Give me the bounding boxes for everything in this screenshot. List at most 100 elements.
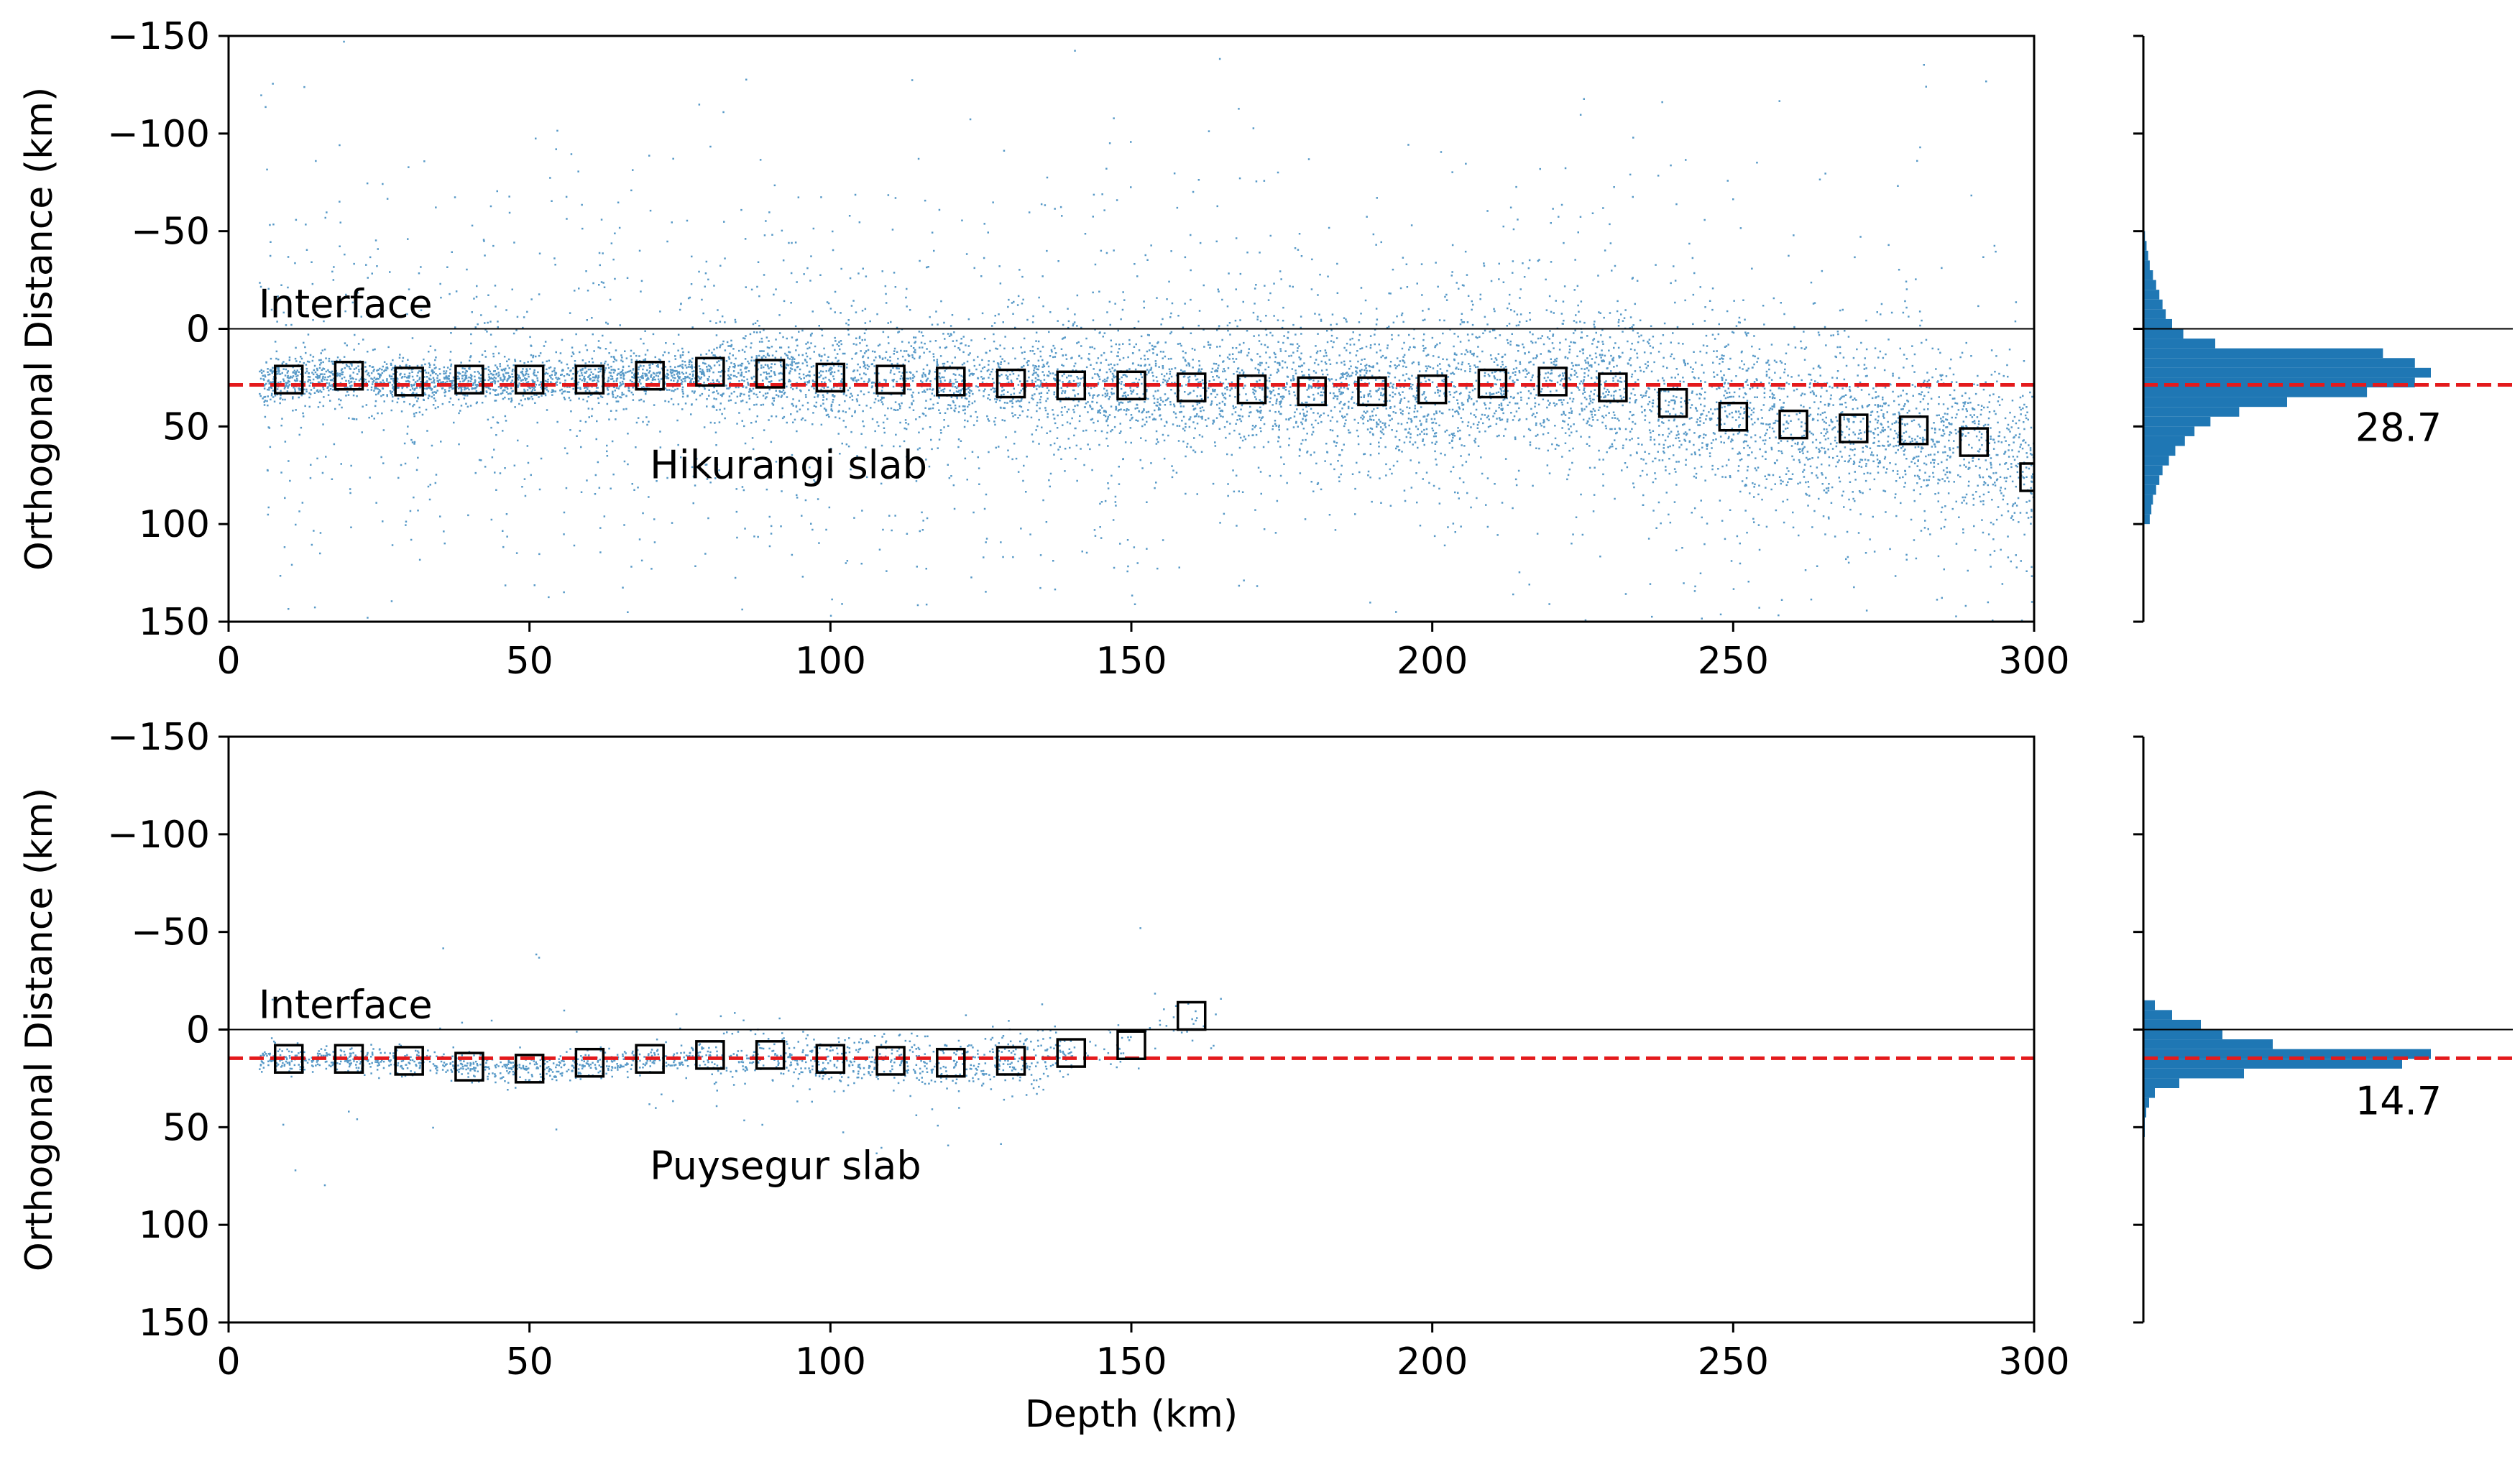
histogram-bar [2143, 436, 2185, 446]
bin-marker [1598, 372, 1628, 402]
x-tick-label: 250 [1698, 640, 1769, 683]
y-axis: −150 −100 −50 0 50 100 150 [107, 716, 229, 1345]
bin-marker [936, 367, 966, 397]
x-tick-label: 0 [216, 1340, 240, 1384]
bin-marker [815, 1044, 846, 1074]
bin-marker [1657, 387, 1688, 418]
histogram-bar [2143, 299, 2163, 310]
x-tick-label: 200 [1397, 1340, 1468, 1384]
histogram-bar [2143, 339, 2215, 349]
bin-marker [695, 1040, 725, 1070]
bin-marker [1236, 374, 1267, 405]
interface-label: Interface [259, 982, 433, 1028]
bin-marker [1056, 1038, 1087, 1068]
bin-marker [755, 1040, 786, 1070]
histogram-bar [2143, 270, 2153, 280]
bin-marker [936, 1047, 966, 1078]
y-tick-label: 150 [139, 1302, 210, 1345]
y-tick-label: −50 [131, 911, 210, 954]
histogram-bar [2143, 1059, 2402, 1069]
bin-marker [514, 1054, 545, 1084]
bin-marker [2019, 462, 2034, 492]
histogram-bar [2143, 505, 2152, 515]
x-tick-label: 50 [506, 1340, 553, 1384]
bin-marker [273, 1044, 304, 1074]
y-tick-label: 50 [162, 1106, 210, 1149]
bin-marker [574, 364, 605, 395]
mean-value-label: 14.7 [2355, 1078, 2442, 1123]
y-axis-label: Orthogonal Distance (km) [18, 87, 61, 571]
histogram-bar [2143, 1088, 2155, 1098]
bin-marker [995, 1046, 1026, 1076]
puysegur-panel: 0 50 100 150 200 250 300 −150−100−50050100150 … [18, 716, 2513, 1436]
histogram-bar [2143, 456, 2169, 466]
histogram-bar [2143, 348, 2383, 359]
histogram-bar [2143, 260, 2150, 270]
bin-marker [1537, 367, 1568, 397]
y-tick-label: 0 [186, 308, 210, 351]
bin-marker [1959, 427, 1990, 457]
histogram-bar [2143, 426, 2195, 436]
bin-marker [334, 1044, 364, 1074]
histogram-bar [2143, 241, 2147, 251]
histogram-ticks [2133, 34, 2143, 623]
histogram-bar [2143, 484, 2156, 495]
histogram-bar [2143, 1029, 2222, 1040]
slab-label: Hikurangi slab [650, 443, 927, 488]
bin-marker [273, 364, 304, 395]
y-tick-label: −150 [107, 716, 210, 759]
x-tick-label: 300 [1998, 1340, 2069, 1384]
histogram-bar [2143, 407, 2240, 417]
hikurangi-panel: 0 50 100 150 200 250 300 −150−100−50050100150 … [18, 15, 2513, 683]
x-tick-label: 250 [1698, 1340, 1769, 1384]
x-tick-label: 150 [1095, 640, 1167, 683]
histogram [2143, 1000, 2431, 1137]
histogram-ticks [2133, 735, 2143, 1324]
bin-marker [1357, 376, 1387, 407]
y-axis-label: Orthogonal Distance (km) [18, 788, 61, 1271]
bin-marker [1839, 413, 1869, 443]
bin-marker [1417, 374, 1448, 405]
bin-marker [755, 359, 786, 389]
bin-marker [394, 367, 424, 397]
binned-markers [273, 1000, 1207, 1084]
histogram-bar [2143, 1010, 2172, 1020]
x-tick-label: 150 [1095, 1340, 1167, 1384]
histogram-bar [2143, 309, 2166, 319]
x-tick-label: 100 [795, 1340, 866, 1384]
x-axis: 0 50 100 150 200 250 300 [216, 1322, 2070, 1384]
histogram-bar [2143, 1049, 2431, 1059]
y-tick-label: 100 [139, 1204, 210, 1247]
bin-marker [574, 1047, 605, 1078]
histogram-bar [2143, 1000, 2155, 1011]
bin-marker [1778, 409, 1808, 440]
slab-label: Puysegur slab [650, 1143, 921, 1189]
histogram-bar [2143, 475, 2160, 485]
histogram-bar [2143, 446, 2176, 456]
histogram-bar [2143, 250, 2148, 261]
x-axis: 0 50 100 150 200 250 300 [216, 622, 2070, 683]
histogram-bar [2143, 290, 2160, 300]
histogram-bar [2143, 280, 2156, 290]
y-tick-label: −100 [107, 814, 210, 857]
bin-marker [1116, 1030, 1146, 1060]
bin-marker [1477, 368, 1508, 399]
x-tick-label: 200 [1397, 640, 1468, 683]
y-axis: −150 −100 −50 0 50 100 150 [107, 15, 229, 644]
bin-marker [514, 364, 545, 395]
bin-marker [1176, 1000, 1207, 1031]
bin-marker [1297, 376, 1327, 407]
histogram-bar [2143, 328, 2184, 339]
mean-value-label: 28.7 [2355, 405, 2442, 450]
histogram [2143, 231, 2431, 525]
y-tick-label: 50 [162, 405, 210, 448]
bin-marker [1116, 370, 1146, 401]
y-tick-label: 0 [186, 1009, 210, 1052]
bin-marker [875, 364, 906, 395]
y-tick-label: −100 [107, 113, 210, 156]
histogram-bar [2143, 1039, 2273, 1049]
interface-label: Interface [259, 282, 433, 327]
bin-marker [1718, 402, 1749, 432]
y-tick-label: −50 [131, 211, 210, 254]
histogram-bar [2143, 318, 2172, 329]
